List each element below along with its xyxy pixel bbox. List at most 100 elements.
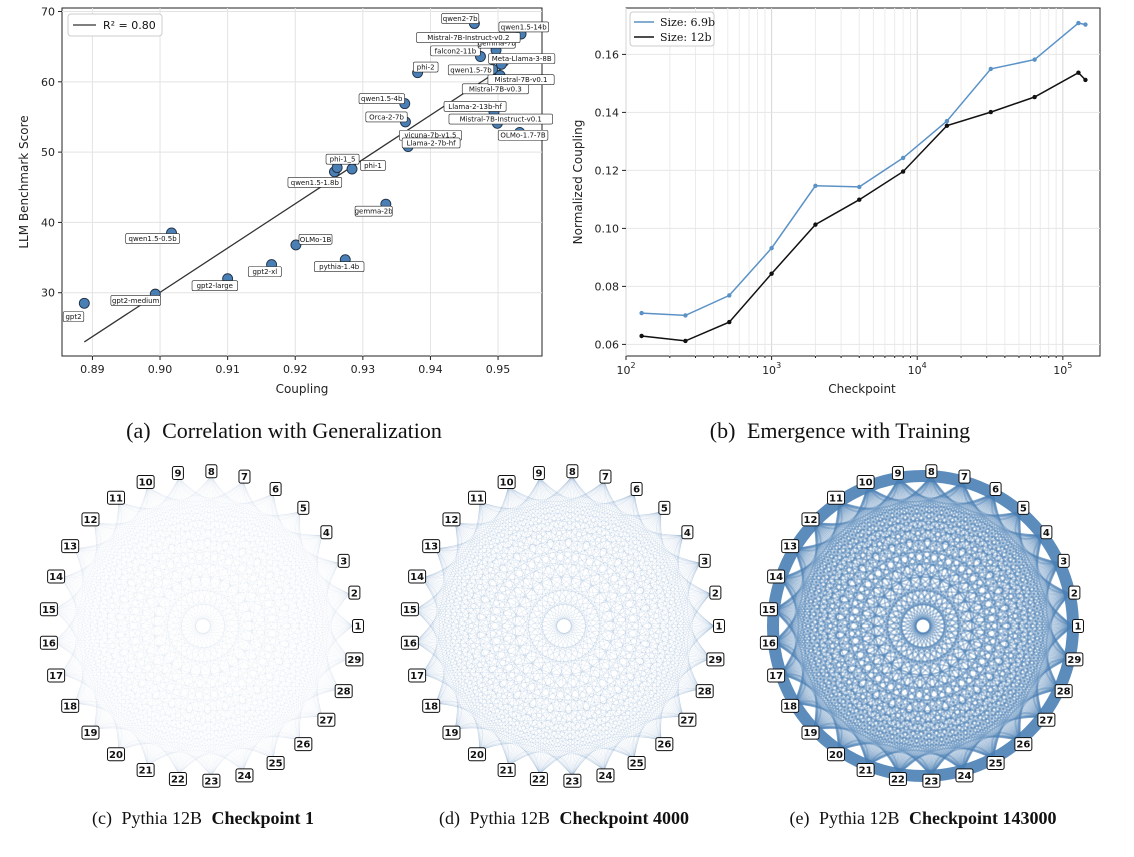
network-edge — [454, 522, 635, 759]
network-edge — [53, 562, 340, 610]
line-x-tick-label: 104 — [908, 361, 927, 377]
network-edge — [147, 486, 274, 508]
network-edge — [53, 493, 274, 610]
network-edge — [773, 609, 932, 777]
network-edge — [118, 593, 350, 751]
network-edge — [866, 657, 1070, 766]
network-edge — [897, 493, 995, 775]
network-node-box — [563, 773, 582, 788]
network-edge — [660, 511, 715, 627]
network-edge — [659, 562, 701, 741]
network-edge — [866, 625, 1074, 766]
network-edge — [1017, 562, 1060, 741]
network-node: 2 — [1068, 585, 1081, 600]
network-edge — [93, 476, 212, 730]
network-edge — [866, 486, 995, 759]
network-edge — [659, 511, 701, 564]
network-edge — [242, 481, 323, 717]
network-node-label: 25 — [630, 759, 644, 770]
network-edge — [74, 658, 350, 704]
line-marker — [769, 271, 774, 276]
network-edge — [178, 477, 340, 564]
network-edge — [813, 522, 869, 766]
network-edge — [930, 475, 964, 499]
network-edge — [1018, 625, 1074, 741]
network-edge — [479, 714, 684, 751]
network-edge — [539, 756, 573, 776]
line-marker — [988, 66, 993, 72]
network-edge — [634, 493, 711, 595]
network-edge — [479, 501, 662, 523]
network-edge — [837, 475, 932, 751]
network-node-box — [337, 553, 350, 568]
network-edge — [421, 534, 684, 675]
network-edge — [813, 727, 932, 777]
network-edge — [780, 522, 819, 675]
network-edge — [435, 703, 635, 759]
network-edge — [780, 577, 1074, 627]
network-edge — [242, 593, 350, 771]
network-node-box — [713, 619, 725, 633]
scatter-point — [290, 239, 302, 251]
network-edge — [794, 547, 1070, 595]
network-edge — [60, 673, 148, 766]
network-edge — [414, 486, 509, 611]
network-edge — [539, 535, 684, 775]
network-edge — [53, 493, 274, 643]
network-edge — [603, 535, 684, 771]
network-edge — [930, 475, 1044, 718]
network-edge — [508, 486, 701, 690]
network-edge — [53, 642, 212, 776]
network-edge — [1032, 687, 1060, 718]
network-node-box — [171, 466, 184, 481]
network-edge — [118, 501, 212, 776]
network-edge — [867, 715, 1043, 767]
network-node-label: 25 — [989, 759, 1003, 770]
network-node-box — [706, 652, 725, 667]
network-node-label: 2 — [712, 588, 719, 599]
network-edge — [53, 511, 301, 610]
network-edge — [273, 493, 323, 537]
network-node-label: 7 — [602, 472, 609, 483]
network-node-box — [827, 747, 846, 762]
network-edge — [242, 481, 323, 536]
network-edge — [414, 641, 684, 718]
network-edge — [780, 577, 1060, 690]
network-edge — [634, 493, 715, 627]
network-edge — [693, 593, 715, 627]
network-edge — [813, 477, 900, 525]
network-edge — [598, 481, 605, 771]
network-edge — [813, 501, 843, 730]
network-edge — [147, 716, 323, 766]
network-edge — [1046, 625, 1074, 690]
network-edge — [435, 548, 573, 776]
scatter-point-label-box — [62, 311, 85, 322]
network-edge — [780, 492, 994, 675]
network-edge — [454, 522, 701, 690]
network-edge — [793, 492, 994, 704]
network-edge — [421, 577, 711, 595]
network-edge — [118, 481, 244, 751]
line-series-6.9b — [641, 22, 1086, 317]
network-edge — [508, 476, 573, 766]
network-edge — [455, 477, 540, 525]
network-edge — [992, 493, 1071, 659]
network-edge — [508, 744, 635, 766]
network-edge — [414, 609, 481, 751]
network-edge — [435, 481, 605, 549]
network-edge — [773, 608, 1021, 742]
network-edge — [508, 493, 635, 766]
network-node-box — [532, 466, 545, 481]
scatter-point-label-box — [287, 177, 343, 188]
network-edge — [603, 481, 701, 690]
network-edge — [838, 741, 964, 772]
network-edge — [273, 493, 350, 594]
network-node-label: 17 — [410, 671, 424, 682]
network-edge — [421, 577, 573, 776]
network-node: 1 — [352, 619, 364, 633]
network-edge — [634, 688, 701, 759]
network-node: 19 — [442, 725, 461, 740]
scatter-x-ticks: 0.89 0.90 0.91 0.92 0.93 0.94 0.95 — [80, 356, 510, 376]
scatter-point-label-text: phi-1_5 — [330, 156, 356, 164]
network-node: 13 — [781, 539, 800, 554]
